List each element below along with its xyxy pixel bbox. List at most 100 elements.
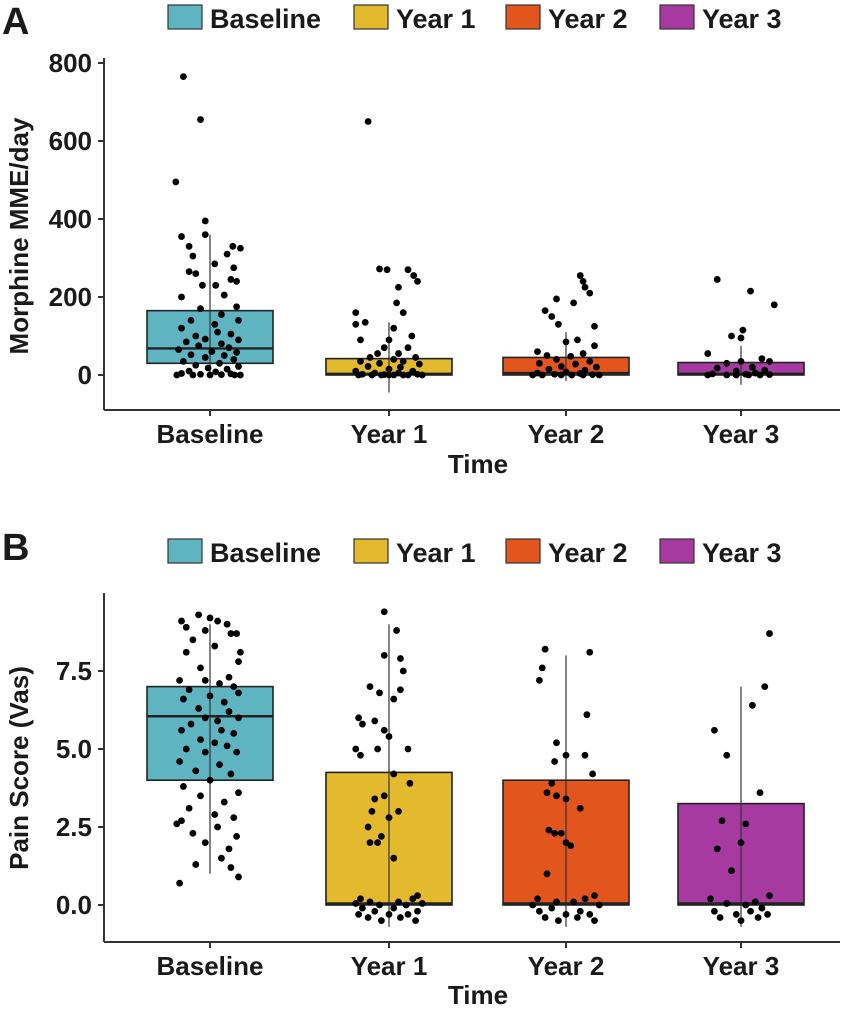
panel-b-data-point-baseline	[233, 832, 241, 840]
panel-b-data-point-year-2	[534, 895, 541, 903]
legend-a-swatch-year-3	[659, 4, 695, 30]
panel-b-data-point-baseline	[178, 726, 185, 734]
panel-b-data-point-year-3	[723, 751, 731, 759]
panel-a-data-point-year-2	[581, 283, 589, 291]
panel-a-data-point-year-3	[723, 359, 731, 367]
panel-a-data-point-baseline	[223, 250, 231, 258]
panel-b-data-point-baseline	[235, 658, 242, 666]
panel-b-data-point-baseline	[189, 829, 197, 837]
panel-a-data-point-year-1	[380, 344, 388, 352]
panel-a-data-point-year-1	[393, 299, 400, 307]
panel-a-data-point-baseline	[175, 346, 183, 354]
panel-a-data-point-year-3	[704, 371, 712, 379]
panel-b-data-point-year-1	[352, 745, 360, 753]
panel-b-data-point-year-1	[380, 726, 388, 734]
panel-a-ytick-label: 0	[78, 360, 92, 390]
panel-a-data-point-baseline	[178, 324, 185, 332]
panel-a-data-point-year-2	[541, 307, 549, 315]
panel-a-xtick-label: Year 3	[703, 419, 780, 449]
panel-b-data-point-baseline	[237, 648, 244, 656]
panel-b-data-point-baseline	[223, 620, 231, 628]
panel-b-data-point-year-3	[751, 898, 759, 906]
panel-b-data-point-baseline	[180, 783, 187, 790]
panel-b-data-point-baseline	[201, 627, 209, 634]
panel-b-data-point-year-2	[553, 792, 560, 800]
panel-a-data-point-baseline	[227, 276, 235, 283]
panel-b-data-point-year-3	[713, 845, 721, 853]
panel-b-data-point-baseline	[201, 748, 209, 756]
panel-a-data-point-year-1	[352, 320, 360, 328]
panel-b-data-point-year-1	[380, 652, 388, 659]
panel-a-data-point-baseline	[201, 231, 209, 239]
panel-b-data-point-year-1	[378, 832, 385, 840]
panel-b-data-point-year-1	[366, 683, 374, 690]
panel-b-data-point-year-3	[758, 904, 766, 912]
legend-b-label-year-1: Year 1	[396, 538, 476, 568]
panel-b-data-point-year-1	[376, 689, 383, 697]
panel-a-data-point-year-1	[412, 354, 419, 361]
panel-b-data-point-baseline	[235, 689, 242, 697]
panel-b-data-point-year-1	[390, 770, 398, 778]
panel-b-data-point-year-1	[352, 900, 360, 907]
panel-b-data-point-baseline	[235, 873, 242, 881]
panel-b-data-point-baseline	[220, 798, 228, 806]
panel-a-data-point-year-1	[408, 332, 416, 340]
panel-b-data-point-baseline	[225, 708, 233, 715]
panel-a-data-point-baseline	[220, 291, 228, 299]
panel-b-data-point-year-2	[555, 917, 562, 924]
panel-a-data-point-year-3	[737, 334, 745, 342]
panel-a-data-point-year-1	[364, 118, 372, 125]
panel-a-data-point-baseline	[235, 363, 242, 370]
panel-b-data-point-year-3	[718, 817, 726, 825]
panel-a-data-point-year-3	[758, 355, 766, 363]
panel-b-data-point-year-3	[742, 820, 750, 828]
panel-a-data-point-baseline	[180, 357, 187, 365]
panel-b-data-point-year-2	[543, 870, 551, 878]
legend-b-swatch-year-3	[659, 538, 695, 564]
panel-a-data-point-baseline	[216, 359, 223, 367]
panel-b-data-point-year-3	[707, 895, 714, 903]
panel-b-data-point-year-3	[732, 910, 740, 918]
panel-a-data-point-year-1	[376, 359, 383, 367]
panel-a-data-point-year-3	[745, 371, 752, 379]
panel-a-data-point-year-1	[404, 266, 412, 274]
panel-a-data-point-year-3	[704, 350, 712, 357]
panel-b-data-point-year-2	[576, 804, 584, 812]
panel-a-label: A	[2, 1, 29, 43]
panel-a-data-point-year-1	[357, 357, 364, 365]
panel-b-data-point-year-1	[359, 904, 366, 912]
panel-a-data-point-year-2	[536, 359, 543, 367]
panel-a-data-point-year-3	[749, 363, 756, 371]
panel-a-data-point-year-2	[572, 360, 579, 368]
panel-b-data-point-year-3	[737, 839, 745, 846]
panel-b-data-point-year-1	[385, 733, 393, 740]
legend-b-swatch-year-1	[353, 538, 389, 564]
panel-a-data-point-year-3	[747, 287, 754, 295]
panel-a-data-point-baseline	[185, 268, 193, 276]
panel-b-data-point-baseline	[206, 614, 214, 622]
panel-a-data-point-baseline	[218, 371, 225, 379]
panel-a-data-point-year-1	[352, 309, 360, 316]
panel-a-data-point-year-1	[390, 356, 398, 363]
panel-a-data-point-baseline	[206, 371, 214, 379]
panel-b-data-point-baseline	[214, 823, 222, 831]
panel-b-data-point-year-1	[409, 895, 417, 903]
panel-a-data-point-year-2	[529, 371, 537, 379]
panel-b-data-point-baseline	[192, 861, 200, 868]
panel-b-data-point-baseline	[214, 717, 222, 725]
legend-a-label-year-1: Year 1	[396, 4, 476, 34]
panel-a-data-point-baseline	[212, 368, 220, 376]
panel-a-data-point-year-3	[766, 357, 773, 365]
panel-a-data-point-baseline	[230, 264, 238, 272]
panel-a-data-point-year-1	[366, 354, 374, 361]
panel-a-data-point-year-3	[713, 364, 721, 372]
panel-b-data-point-baseline	[206, 692, 214, 700]
legend-a-swatch-year-1	[353, 4, 389, 30]
panel-b-data-point-year-3	[766, 892, 773, 900]
panel-a-data-point-baseline	[218, 311, 225, 318]
panel-a-data-point-year-1	[368, 371, 376, 379]
panel-b-data-point-year-1	[397, 914, 404, 921]
panel-b-data-point-baseline	[227, 630, 235, 637]
panel-b-data-point-year-1	[371, 907, 379, 915]
